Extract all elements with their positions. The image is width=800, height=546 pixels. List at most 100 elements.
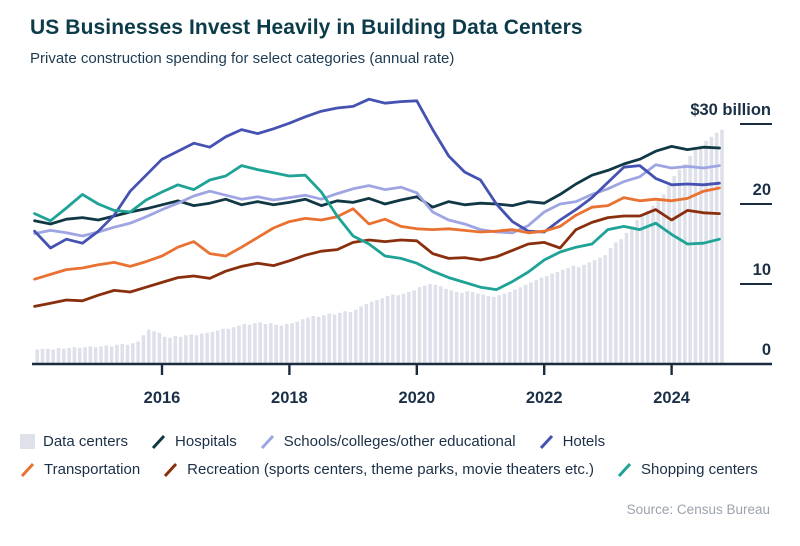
bar: [481, 294, 485, 364]
bar: [454, 292, 459, 364]
legend-item-hotels: Hotels: [539, 433, 606, 450]
bar: [152, 331, 156, 364]
bar: [635, 220, 639, 364]
y-axis-tick-label: $30 billion: [690, 101, 771, 119]
bar: [709, 136, 714, 364]
bar: [226, 328, 231, 364]
bar: [274, 324, 278, 364]
bar: [104, 345, 109, 364]
bar: [491, 296, 496, 364]
bar: [714, 132, 719, 364]
bar: [502, 293, 507, 364]
bar: [62, 348, 66, 364]
source-credit: Source: Census Bureau: [626, 502, 770, 517]
bar: [40, 348, 45, 364]
bar: [338, 312, 342, 364]
legend-swatch-hotels: [539, 434, 553, 449]
legend-swatch-hospitals: [151, 434, 166, 449]
bar: [56, 348, 61, 364]
bar: [422, 285, 427, 364]
bar: [215, 330, 220, 364]
bar: [523, 284, 528, 364]
bar: [683, 164, 687, 364]
bar: [194, 335, 199, 364]
bar: [173, 336, 178, 364]
bar: [396, 295, 401, 364]
bar: [284, 324, 289, 364]
bar: [407, 292, 411, 364]
bar: [651, 205, 655, 364]
line-schools: [33, 163, 721, 238]
bar: [242, 324, 247, 364]
legend-label: Hospitals: [175, 433, 237, 450]
bar: [656, 200, 661, 364]
bar: [460, 292, 464, 364]
bar: [369, 301, 374, 364]
line-transportation: [33, 186, 721, 281]
legend-row: Transportation Recreation (sports centers…: [20, 461, 790, 478]
bar: [327, 313, 332, 364]
bar: [93, 347, 98, 364]
bar: [603, 255, 608, 364]
bar: [619, 239, 623, 364]
bar: [125, 344, 130, 364]
legend-item-shopping-centers: Shopping centers: [617, 461, 758, 478]
bar: [375, 300, 379, 364]
x-axis: 2016 2018 2020 2022 2024: [32, 362, 772, 407]
legend-label: Hotels: [562, 433, 606, 450]
legend-label: Schools/colleges/other educational: [283, 433, 516, 450]
bar: [507, 292, 512, 364]
bar: [77, 348, 82, 364]
bar: [146, 329, 151, 364]
bar: [364, 304, 369, 364]
bar: [237, 325, 241, 364]
bar: [200, 333, 204, 364]
legend-swatch-schools: [260, 434, 274, 449]
bar: [391, 294, 395, 364]
bar: [571, 265, 576, 364]
bar: [157, 332, 162, 364]
bar: [438, 286, 443, 364]
bar: [476, 293, 480, 364]
bar: [231, 327, 236, 364]
bar: [88, 346, 93, 364]
bar: [677, 169, 682, 364]
legend-label: Transportation: [44, 461, 141, 478]
y-axis-tick-label: 0: [762, 341, 771, 359]
bar: [645, 210, 650, 364]
bar: [624, 232, 629, 364]
legend-swatch-transportation: [20, 462, 35, 477]
legend-row: Data centers Hospitals Schools/colleges/ot…: [20, 433, 790, 450]
bar: [428, 284, 432, 364]
bar: [465, 291, 470, 364]
bar: [598, 257, 602, 364]
bar: [699, 145, 703, 364]
bar: [205, 332, 209, 364]
page-title: US Businesses Invest Heavily in Building…: [30, 16, 583, 39]
bar: [688, 156, 692, 364]
data-centers-bars: [35, 129, 724, 364]
bar: [120, 344, 124, 364]
bar: [576, 267, 581, 364]
bar: [566, 268, 570, 364]
x-axis-tick-label: 2020: [398, 389, 435, 407]
bar: [667, 185, 671, 364]
line-hospitals: [33, 144, 721, 226]
bar: [46, 348, 50, 364]
y-axis-tick-label: 10: [753, 261, 771, 279]
bar: [470, 292, 475, 364]
bar: [529, 282, 533, 364]
bar: [587, 262, 592, 364]
bar: [555, 272, 560, 364]
bar: [444, 288, 448, 364]
legend-item-transportation: Transportation: [20, 461, 140, 478]
bar: [534, 280, 539, 364]
bar: [348, 312, 353, 364]
bar: [486, 296, 491, 364]
bar: [184, 335, 188, 364]
bar: [67, 348, 71, 364]
bar: [99, 346, 103, 364]
line-hotels: [33, 97, 721, 250]
bar: [83, 347, 87, 364]
